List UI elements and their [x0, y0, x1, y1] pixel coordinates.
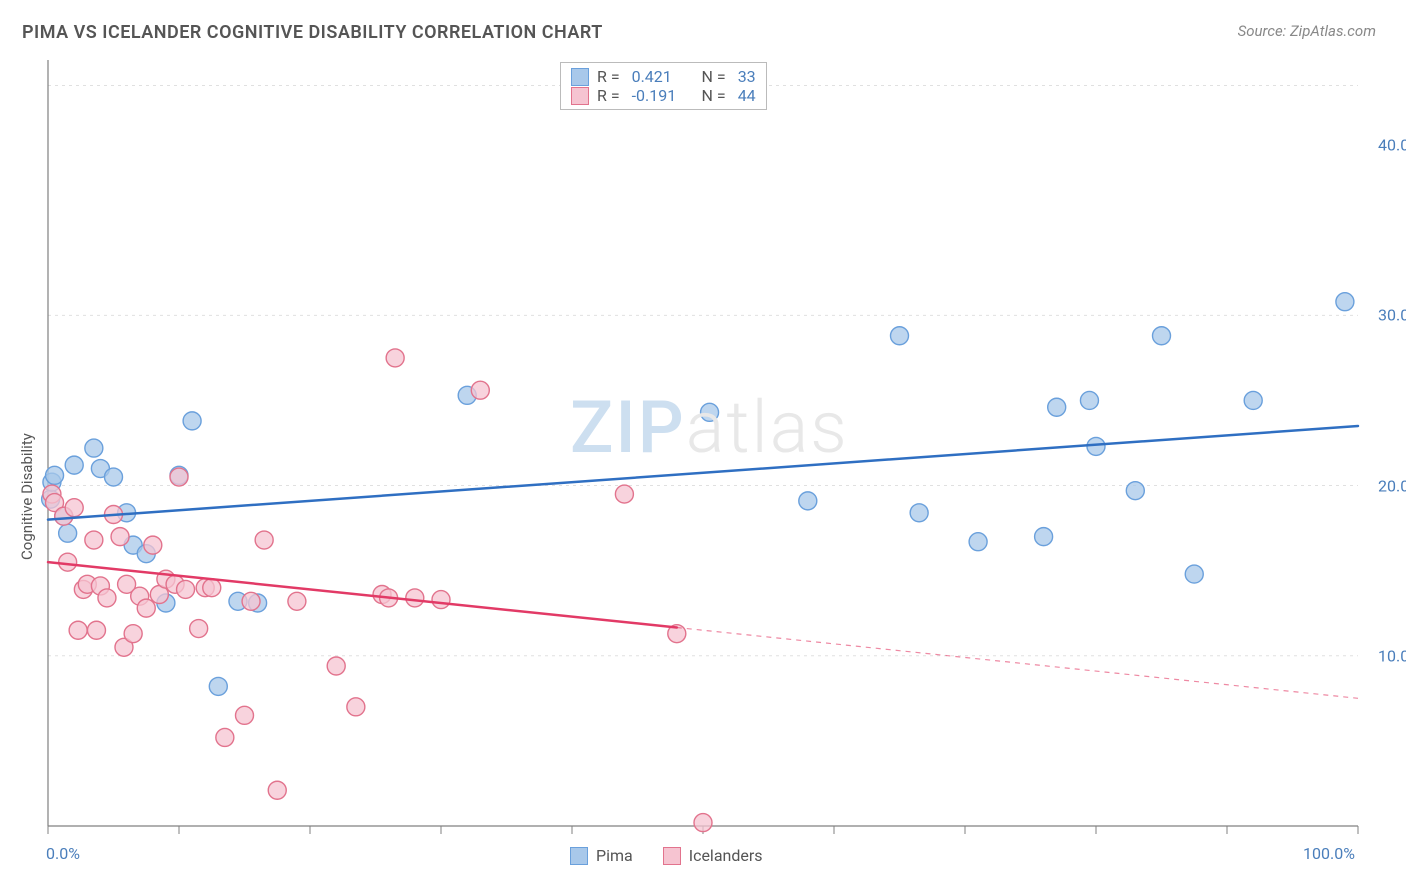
legend-item-pima: Pima — [570, 846, 633, 865]
legend-label: Pima — [596, 846, 633, 865]
stats-legend-row: R = 0.421 N = 33 — [571, 67, 756, 86]
legend-label: Icelanders — [689, 846, 763, 865]
series-legend: Pima Icelanders — [570, 846, 763, 865]
legend-swatch — [571, 68, 589, 86]
x-tick-label: 100.0% — [1303, 844, 1355, 863]
r-value: 0.421 — [632, 67, 690, 86]
stat-label: R = — [597, 86, 624, 105]
legend-swatch — [571, 87, 589, 105]
y-tick-label: 30.0% — [1378, 306, 1406, 325]
n-value: 44 — [738, 86, 756, 105]
legend-swatch — [663, 847, 681, 865]
stat-label: N = — [698, 86, 730, 105]
y-tick-label: 40.0% — [1378, 136, 1406, 155]
stat-label: R = — [597, 67, 624, 86]
scatter-chart — [0, 0, 1406, 892]
legend-item-icelanders: Icelanders — [663, 846, 763, 865]
r-value: -0.191 — [632, 86, 690, 105]
y-tick-label: 20.0% — [1378, 476, 1406, 495]
stats-legend: R = 0.421 N = 33R = -0.191 N = 44 — [560, 62, 767, 110]
stat-label: N = — [698, 67, 730, 86]
x-tick-label: 0.0% — [46, 844, 80, 863]
legend-swatch — [570, 847, 588, 865]
y-tick-label: 10.0% — [1378, 646, 1406, 665]
stats-legend-row: R = -0.191 N = 44 — [571, 86, 756, 105]
n-value: 33 — [738, 67, 756, 86]
